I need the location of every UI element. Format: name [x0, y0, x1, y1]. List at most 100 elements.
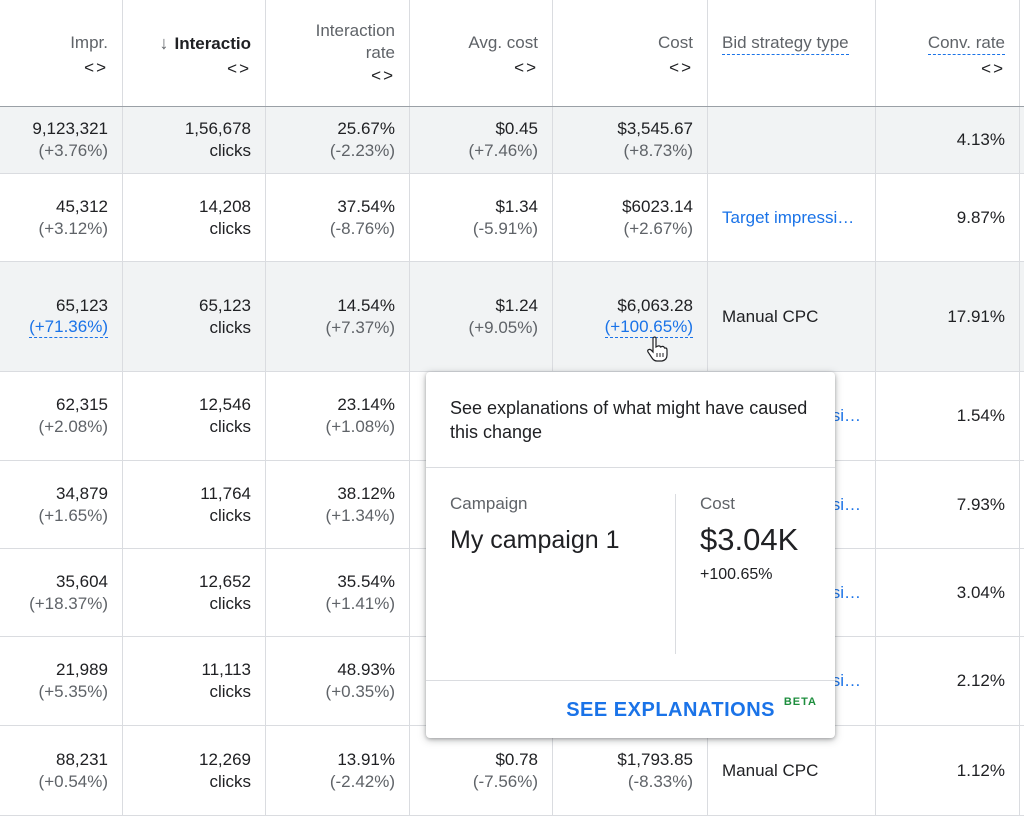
impr-cell: 21,989 (+5.35%) — [0, 637, 123, 725]
conv-rate-cell: 7.93% — [876, 461, 1020, 548]
popup-divider — [426, 467, 835, 468]
impr-cell: 34,879 (+1.65%) — [0, 461, 123, 548]
rate-cell: 38.12% (+1.34%) — [266, 461, 410, 548]
rate-change: (+0.35%) — [325, 682, 395, 701]
sort-toggle-icon[interactable]: <> — [514, 58, 538, 77]
interactions-value: 12,546 — [199, 395, 251, 414]
conv-rate-value: 1.12% — [956, 760, 1005, 780]
table-row[interactable]: 65,123 (+71.36%) 65,123 clicks 14.54% (+7.3… — [0, 262, 1024, 372]
bid-strategy-cell: si… — [708, 461, 876, 548]
impr-value: 88,231 — [56, 749, 108, 769]
impr-value: 34,879 — [56, 483, 108, 503]
sort-toggle-icon[interactable]: <> — [371, 66, 395, 85]
conv-rate-value: 3.04% — [956, 582, 1005, 602]
campaign-name: My campaign 1 — [450, 526, 620, 554]
interactions-value: 12,652 — [199, 571, 251, 591]
impr-cell: 65,123 (+71.36%) — [0, 262, 123, 371]
interactions-cell: 65,123 clicks — [123, 262, 266, 371]
rate-value: 25.67% — [337, 119, 395, 138]
interactions-cell: 14,208 clicks — [123, 174, 266, 261]
table-header: Impr. <> ↓ Interactio <> Interaction rate… — [0, 0, 1024, 108]
impr-value: 21,989 — [56, 660, 108, 679]
avg-cost-cell: $0.78 (-7.56%) — [410, 726, 553, 815]
bid-strategy-link[interactable]: Target impressi… — [722, 207, 855, 227]
interactions-cell: 12,546 clicks — [123, 372, 266, 460]
conv-rate-cell: 3.04% — [876, 549, 1020, 636]
impr-change: (+5.35%) — [38, 682, 108, 701]
see-explanations-button[interactable]: SEE EXPLANATIONS — [566, 699, 775, 721]
avg-cost-value: $0.78 — [495, 749, 538, 769]
impr-value: 65,123 — [56, 296, 108, 315]
header-bid-strategy-label: Bid strategy type — [722, 32, 849, 55]
table-row[interactable]: 9,123,321 (+3.76%) 1,56,678 clicks 25.67% (… — [0, 107, 1024, 174]
bid-strategy-value: Manual CPC — [722, 306, 819, 326]
rate-cell: 23.14% (+1.08%) — [266, 372, 410, 460]
impr-value: 62,315 — [56, 395, 108, 414]
cost-change: (+2.67%) — [623, 218, 693, 238]
cost-cell: $6023.14 (+2.67%) — [553, 174, 708, 261]
conv-rate-cell: 2.12% — [876, 637, 1020, 725]
avg-cost-change: (+9.05%) — [468, 317, 538, 337]
table-row[interactable]: 45,312 (+3.12%) 14,208 clicks 37.54% (-8.76… — [0, 174, 1024, 262]
bid-strategy-link[interactable]: si… — [831, 582, 861, 602]
avg-cost-cell: $0.45 (+7.46%) — [410, 107, 553, 173]
rate-change: (+1.08%) — [325, 417, 395, 436]
impr-change-link[interactable]: (+71.36%) — [29, 317, 108, 338]
avg-cost-change: (-5.91%) — [472, 218, 538, 238]
header-cost[interactable]: Cost <> — [553, 0, 708, 106]
rate-change: (-2.23%) — [329, 141, 395, 160]
bid-strategy-link[interactable]: si… — [831, 494, 861, 514]
table-row[interactable]: 88,231 (+0.54%) 12,269 clicks 13.91% (-2.42… — [0, 726, 1024, 816]
header-cost-label: Cost — [658, 33, 693, 52]
bid-strategy-cell: si… — [708, 549, 876, 636]
rate-cell: 35.54% (+1.41%) — [266, 549, 410, 636]
header-avg-cost[interactable]: Avg. cost <> — [410, 0, 553, 106]
bid-strategy-link[interactable]: si… — [831, 671, 861, 690]
cost-change-link[interactable]: (+100.65%) — [604, 317, 693, 338]
rate-cell: 14.54% (+7.37%) — [266, 262, 410, 371]
interactions-unit: clicks — [209, 417, 251, 436]
sort-toggle-icon[interactable]: <> — [227, 59, 251, 78]
interactions-value: 65,123 — [199, 295, 251, 315]
header-interactions-label: Interactio — [174, 34, 251, 53]
rate-change: (+1.34%) — [325, 505, 395, 525]
interactions-value: 1,56,678 — [184, 119, 251, 138]
header-interaction-rate[interactable]: Interaction rate <> — [266, 0, 410, 106]
bid-strategy-cell: si… — [708, 637, 876, 725]
rate-value: 38.12% — [337, 483, 395, 503]
cost-value: $6,063.28 — [617, 296, 693, 315]
bid-strategy-cell: si… — [708, 372, 876, 460]
header-interactions[interactable]: ↓ Interactio <> — [123, 0, 266, 106]
impr-change: (+1.65%) — [38, 505, 108, 525]
conv-rate-cell: 1.54% — [876, 372, 1020, 460]
table-row[interactable]: 35,604 (+18.37%) 12,652 clicks 35.54% (+1.4… — [0, 549, 1024, 637]
sort-toggle-icon[interactable]: <> — [669, 58, 693, 77]
bid-strategy-cell — [708, 107, 876, 173]
conv-rate-value: 1.54% — [956, 406, 1005, 425]
sort-toggle-icon[interactable]: <> — [981, 59, 1005, 78]
bid-strategy-link[interactable]: si… — [831, 406, 861, 425]
header-conv-rate[interactable]: Conv. rate <> — [876, 0, 1020, 106]
rate-cell: 13.91% (-2.42%) — [266, 726, 410, 815]
cost-change: +100.65% — [700, 566, 773, 583]
rate-value: 35.54% — [337, 571, 395, 591]
rate-change: (-8.76%) — [329, 218, 395, 238]
impr-change: (+0.54%) — [38, 771, 108, 791]
impr-change: (+2.08%) — [38, 417, 108, 436]
conv-rate-cell: 4.13% — [876, 107, 1020, 173]
sort-toggle-icon[interactable]: <> — [84, 58, 108, 77]
impr-cell: 9,123,321 (+3.76%) — [0, 107, 123, 173]
impr-change: (+3.76%) — [38, 141, 108, 160]
header-impr[interactable]: Impr. <> — [0, 0, 123, 106]
interactions-value: 14,208 — [199, 196, 251, 216]
header-bid-strategy[interactable]: Bid strategy type — [708, 0, 876, 106]
impr-cell: 35,604 (+18.37%) — [0, 549, 123, 636]
beta-badge: BETA — [783, 696, 817, 708]
rate-value: 23.14% — [337, 395, 395, 414]
interactions-cell: 12,269 clicks — [123, 726, 266, 815]
conv-rate-value: 2.12% — [956, 671, 1005, 690]
cost-cell: $6,063.28 (+100.65%) — [553, 262, 708, 371]
popup-footer-divider — [426, 680, 835, 681]
sort-down-arrow-icon: ↓ — [159, 33, 169, 53]
bid-strategy-value: Manual CPC — [722, 760, 819, 780]
